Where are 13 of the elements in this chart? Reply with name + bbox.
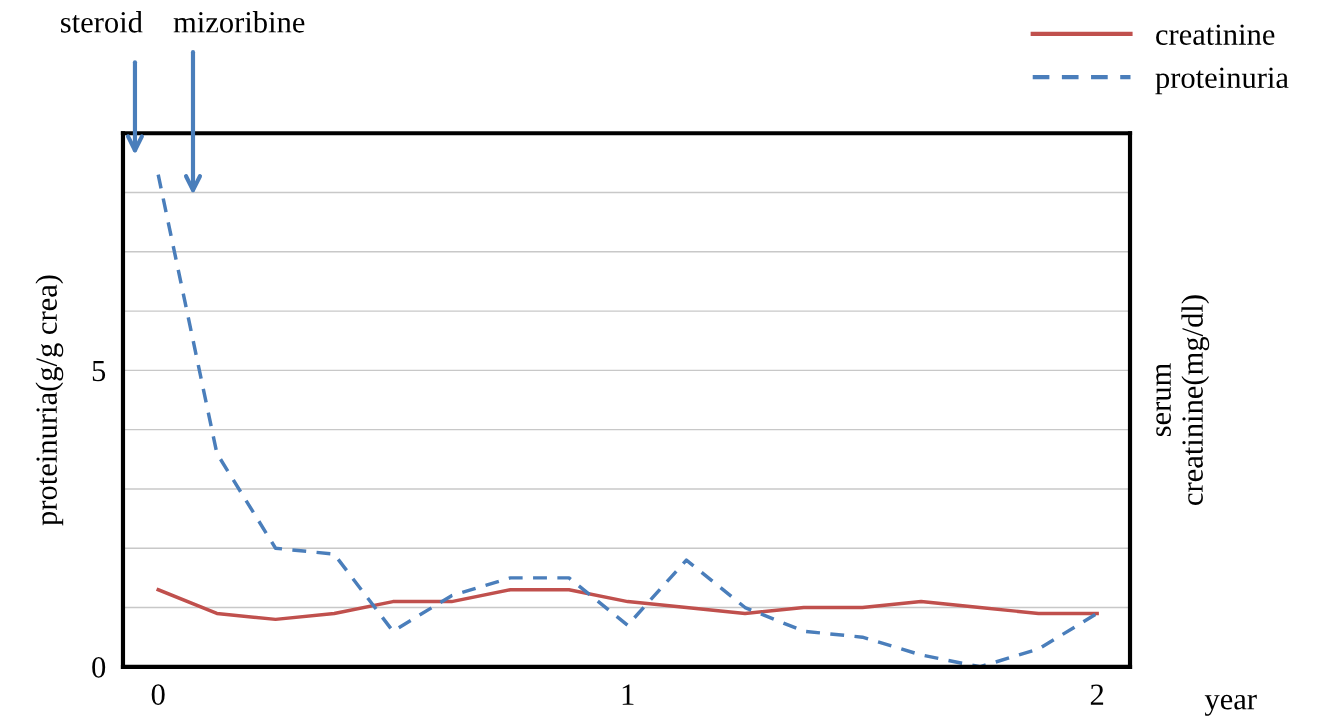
x-tick-label: 2 — [1090, 684, 1104, 705]
x-axis-title: year — [1204, 694, 1257, 716]
line-series — [156, 172, 1099, 667]
legend-label: proteinuria — [1155, 67, 1289, 95]
text: steroid — [61, 11, 143, 33]
x-tick-label: 0 — [151, 684, 165, 705]
line-series — [156, 587, 1099, 622]
x-tick-label: 1 — [622, 684, 634, 705]
y-axis-title: proteinuria(g/g crea) — [35, 275, 64, 526]
text: mizoribine — [173, 11, 305, 33]
y2-axis-title: serum creatinine(mg/dl) — [1156, 295, 1210, 505]
legend-label: creatinine — [1156, 24, 1275, 45]
y-tick-label: 5 — [92, 360, 106, 382]
